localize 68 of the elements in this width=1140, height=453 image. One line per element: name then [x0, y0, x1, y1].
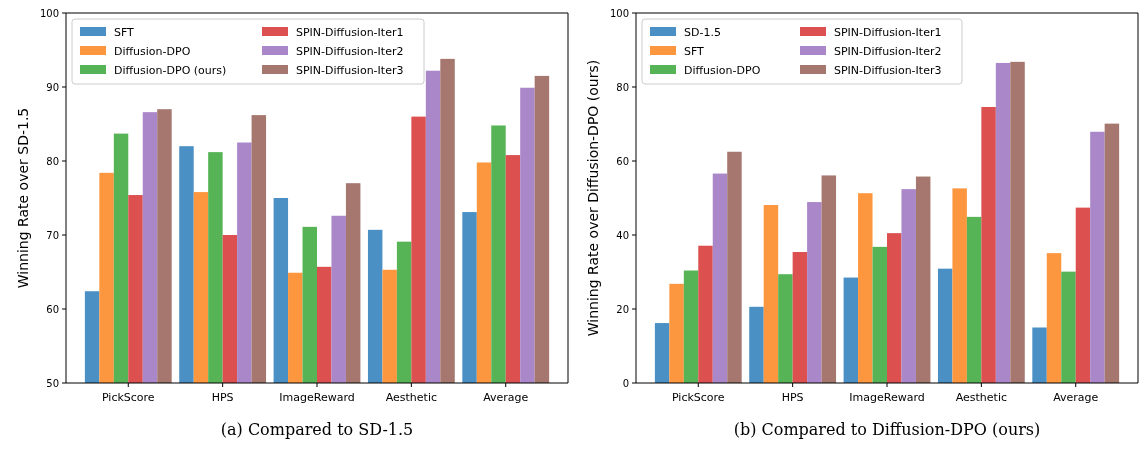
bar	[778, 274, 793, 383]
y-tick-label: 90	[46, 81, 59, 93]
legend-label: SPIN-Diffusion-Iter3	[296, 64, 404, 77]
x-tick-label: HPS	[211, 391, 234, 404]
bar	[1090, 131, 1105, 383]
bar	[763, 205, 779, 383]
bar	[669, 283, 684, 383]
bar	[995, 62, 1011, 383]
bar	[887, 233, 902, 383]
y-tick-label: 20	[616, 303, 629, 315]
bar	[712, 173, 728, 383]
legend-label: SFT	[684, 45, 705, 58]
x-tick-label: Average	[1053, 391, 1099, 404]
legend-label: SFT	[114, 26, 135, 39]
legend-label: Diffusion-DPO	[684, 64, 761, 77]
bar	[698, 245, 713, 383]
legend-label: SPIN-Diffusion-Iter3	[834, 64, 942, 77]
y-axis-title: Winning Rate over SD-1.5	[15, 107, 31, 289]
bar	[807, 202, 822, 383]
y-tick-label: 100	[39, 7, 59, 19]
x-tick-label: PickScore	[101, 391, 155, 404]
legend-label: SD-1.5	[684, 26, 721, 39]
bar	[937, 268, 953, 383]
bar	[843, 277, 859, 383]
bar	[1046, 253, 1062, 383]
y-axis-title: Winning Rate over Diffusion-DPO (ours)	[585, 59, 601, 337]
y-tick-label: 50	[46, 377, 59, 389]
y-tick-label: 100	[609, 7, 629, 19]
bar	[858, 193, 873, 383]
x-tick-label: Average	[483, 391, 529, 404]
y-tick-label: 40	[616, 229, 629, 241]
bar	[1104, 123, 1120, 383]
bar	[683, 270, 699, 383]
x-tick-label: ImageReward	[849, 391, 925, 404]
x-tick-label: PickScore	[671, 391, 725, 404]
bar	[1010, 61, 1025, 383]
x-tick-label: ImageReward	[279, 391, 355, 404]
bar	[966, 216, 982, 383]
text: (b) Compared to Diffusion-DPO (ours)	[733, 420, 1041, 439]
bar	[872, 246, 887, 383]
legend-label: Diffusion-DPO (ours)	[114, 64, 227, 77]
y-tick-label: 80	[46, 155, 59, 167]
y-tick-label: 70	[46, 229, 59, 241]
bar	[727, 151, 742, 383]
bar	[1032, 327, 1047, 383]
x-tick-label: Aesthetic	[955, 391, 1008, 404]
bar	[981, 106, 996, 383]
y-tick-label: 60	[46, 303, 59, 315]
text: (a) Compared to SD-1.5	[220, 420, 414, 439]
x-tick-label: Aesthetic	[385, 391, 438, 404]
bar	[915, 176, 931, 383]
bar	[654, 323, 670, 383]
y-tick-label: 0	[622, 377, 629, 389]
y-tick-label: 60	[616, 155, 629, 167]
legend-label: Diffusion-DPO	[114, 45, 191, 58]
bar	[952, 188, 967, 383]
x-tick-label: HPS	[781, 391, 804, 404]
bar	[792, 252, 808, 383]
bar	[749, 306, 764, 383]
legend-label: SPIN-Diffusion-Iter2	[296, 45, 404, 58]
bar	[901, 189, 916, 383]
bar	[821, 175, 837, 383]
legend-label: SPIN-Diffusion-Iter1	[834, 26, 942, 39]
legend-label: SPIN-Diffusion-Iter1	[296, 26, 404, 39]
bar	[1075, 207, 1091, 383]
y-tick-label: 80	[616, 81, 629, 93]
legend-label: SPIN-Diffusion-Iter2	[834, 45, 942, 58]
bar	[1061, 271, 1076, 383]
